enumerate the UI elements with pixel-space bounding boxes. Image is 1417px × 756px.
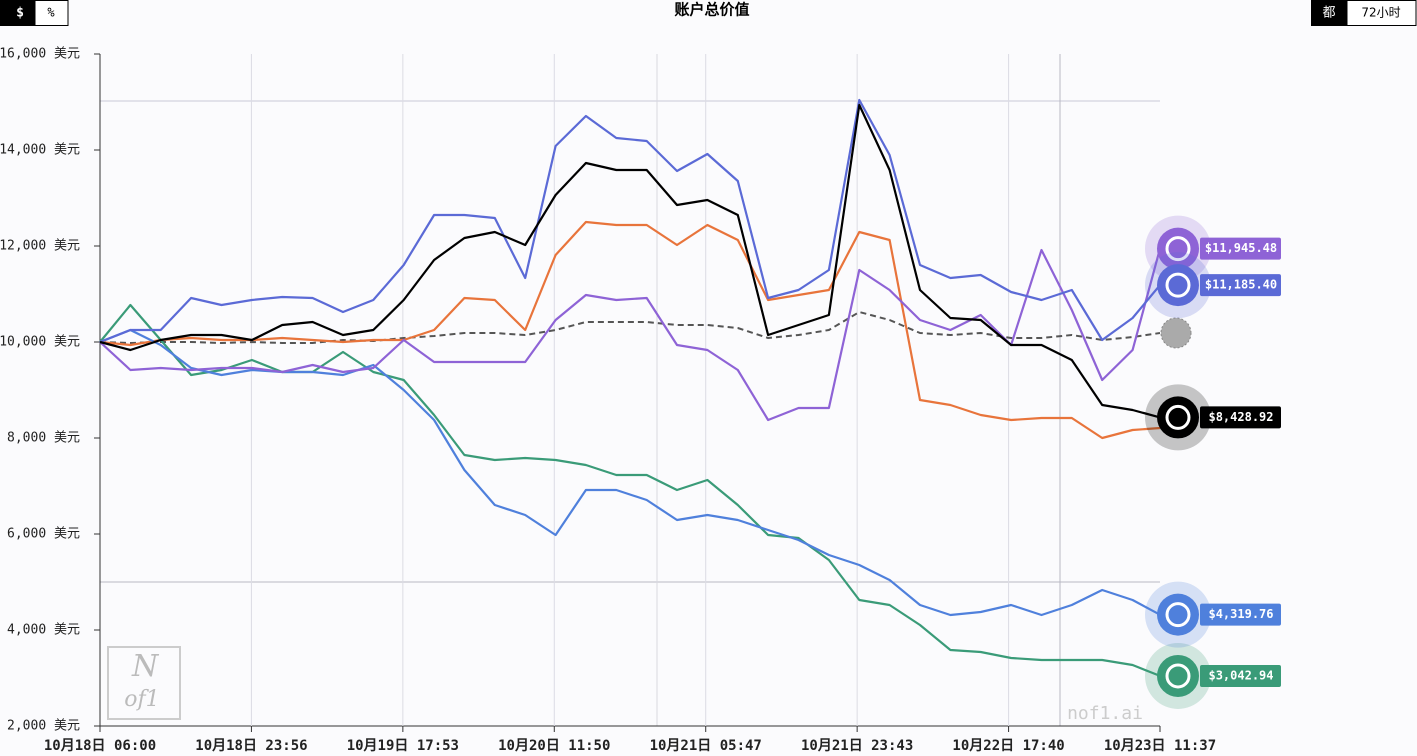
end-label: $8,428.92: [1208, 410, 1273, 424]
x-tick-label: 10月18日 06:00: [44, 738, 156, 754]
y-tick-label: 14,000 美元: [0, 143, 80, 158]
end-label: $11,185.40: [1205, 278, 1277, 292]
x-tick-label: 10月18日 23:56: [195, 738, 307, 754]
range-label: 72小时: [1361, 6, 1400, 20]
series-line: [99, 220, 1161, 440]
end-label-box: [1200, 237, 1281, 260]
percent-label: %: [47, 6, 55, 20]
x-tick-label: 10月19日 17:53: [347, 738, 459, 754]
end-label: $4,319.76: [1208, 607, 1273, 621]
logo-frame: [107, 646, 181, 720]
y-tick-label: 8,000 美元: [7, 431, 80, 446]
end-icon-ring: [1165, 236, 1191, 262]
series-line: [99, 98, 1161, 344]
end-label-box: [1200, 664, 1281, 687]
end-icon-ring: [1165, 602, 1191, 628]
all-label: 都: [1322, 6, 1335, 21]
end-icon: [1157, 654, 1199, 697]
x-tick-label: 10月21日 05:47: [650, 738, 762, 754]
dollar-label: $: [16, 6, 24, 21]
watermark: nof1.ai: [1067, 703, 1143, 724]
x-tick-label: 10月22日 17:40: [952, 738, 1064, 754]
chart-title: 账户总价值: [674, 1, 749, 19]
end-icon: [1160, 317, 1192, 349]
end-icon-ring: [1165, 272, 1191, 298]
range-button[interactable]: [1346, 0, 1417, 26]
y-tick-label: 4,000 美元: [7, 623, 80, 638]
end-label-box: [1200, 603, 1281, 626]
x-tick-label: 10月21日 23:43: [801, 738, 913, 754]
end-icon-ring: [1165, 663, 1191, 689]
end-label: $11,945.48: [1205, 241, 1277, 255]
end-label: $3,042.94: [1208, 668, 1273, 682]
y-tick-label: 16,000 美元: [0, 47, 80, 62]
end-icon: [1157, 396, 1199, 439]
y-tick-label: 6,000 美元: [7, 527, 80, 542]
series-line: [99, 311, 1161, 344]
logo: N of1: [107, 646, 181, 720]
logo-of1: of1: [124, 687, 159, 712]
y-tick-label: 12,000 美元: [0, 239, 80, 254]
series-line: [99, 303, 1161, 677]
end-label-box: [1200, 274, 1281, 297]
end-icon-ring: [1165, 404, 1191, 430]
percent-button[interactable]: [34, 0, 69, 26]
all-button[interactable]: [1311, 0, 1347, 26]
end-icon: [1157, 227, 1199, 270]
y-tick-label: 2,000 美元: [7, 719, 80, 734]
dollar-button[interactable]: [0, 0, 35, 26]
series-line: [99, 248, 1162, 422]
logo-n: N: [131, 649, 160, 684]
series-line: [99, 103, 1161, 419]
x-tick-label: 10月23日 11:37: [1104, 738, 1216, 754]
end-icon: [1157, 593, 1199, 636]
end-label-box: [1200, 406, 1281, 429]
end-icon: [1157, 264, 1199, 307]
x-tick-label: 10月20日 11:50: [498, 738, 610, 754]
y-tick-label: 10,000 美元: [0, 335, 80, 350]
